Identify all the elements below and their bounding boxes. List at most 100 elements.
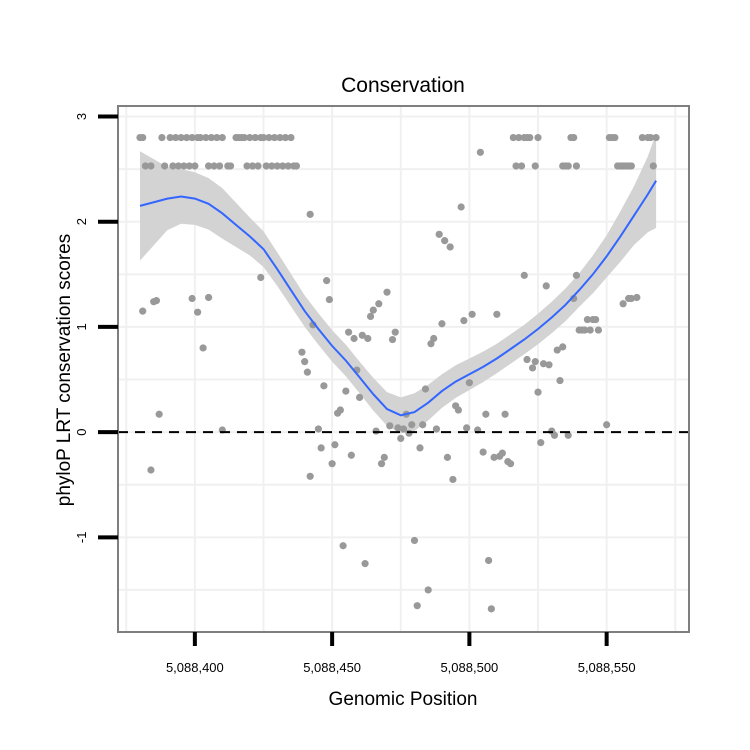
data-point	[276, 133, 284, 142]
data-point	[328, 460, 336, 468]
data-point	[139, 133, 147, 142]
data-point	[572, 162, 581, 170]
data-point	[531, 162, 539, 170]
data-point	[408, 421, 416, 429]
y-tick-label: 2	[74, 218, 89, 225]
data-point	[394, 424, 402, 432]
data-point	[177, 133, 185, 142]
x-axis-title: Genomic Position	[329, 689, 478, 710]
data-point	[141, 162, 150, 170]
data-point	[564, 162, 572, 170]
x-tick-label: 5,088,450	[303, 660, 361, 675]
y-axis-title: phyloP LRT conservation scores	[54, 234, 75, 507]
data-point	[314, 425, 322, 433]
data-point	[419, 421, 427, 429]
data-point	[364, 334, 372, 343]
data-point	[257, 273, 265, 282]
data-point	[204, 293, 213, 302]
data-point	[320, 382, 328, 390]
data-point	[218, 133, 226, 142]
data-point	[432, 425, 441, 433]
y-tick-label: -1	[74, 532, 89, 544]
data-point	[611, 133, 619, 142]
data-point	[306, 210, 314, 218]
plot-panel-border	[117, 105, 690, 633]
data-point	[369, 306, 377, 314]
data-point	[268, 162, 276, 170]
data-point	[202, 133, 210, 142]
data-point	[424, 586, 432, 594]
data-point	[254, 162, 262, 170]
data-point	[265, 133, 273, 142]
data-point	[306, 472, 314, 480]
grid-lines	[118, 106, 689, 632]
data-point	[399, 425, 408, 433]
data-point	[317, 444, 325, 452]
data-point	[553, 346, 561, 354]
data-point	[487, 605, 495, 613]
data-point	[498, 449, 506, 457]
data-point	[646, 133, 655, 142]
data-point	[246, 133, 254, 142]
data-point	[465, 379, 473, 387]
data-point	[476, 148, 484, 156]
data-point	[259, 133, 268, 142]
smooth-trend-line	[139, 180, 657, 417]
data-point	[375, 300, 383, 308]
data-point	[570, 133, 578, 142]
data-point	[520, 271, 528, 279]
data-point	[298, 348, 306, 356]
data-point	[592, 315, 600, 324]
data-point	[649, 162, 657, 170]
y-tick-label: 1	[74, 323, 89, 330]
data-point	[204, 162, 213, 170]
x-axis: 5,088,400 5,088,450 5,088,500 5,088,550	[166, 632, 636, 675]
data-point	[152, 297, 161, 305]
data-point	[413, 602, 421, 610]
data-point	[147, 466, 155, 474]
data-point	[172, 133, 180, 142]
data-point	[323, 277, 331, 285]
data-point	[240, 133, 248, 142]
data-point	[161, 162, 169, 170]
data-point	[446, 243, 454, 251]
data-point	[336, 406, 344, 414]
data-point	[342, 387, 350, 395]
data-point	[627, 162, 635, 170]
y-tick-label: 0	[74, 428, 89, 435]
data-point	[155, 410, 163, 418]
data-point	[416, 444, 424, 452]
data-point	[199, 344, 207, 352]
data-point	[166, 133, 174, 142]
y-axis: -1 0 1 2 3	[74, 113, 118, 543]
data-point	[185, 162, 193, 170]
data-point	[435, 230, 443, 238]
data-point	[158, 133, 166, 142]
data-point	[526, 133, 534, 142]
data-point	[479, 448, 487, 456]
data-point	[556, 376, 564, 385]
data-point	[438, 320, 446, 328]
data-point	[248, 162, 257, 170]
data-point	[301, 358, 309, 366]
data-point	[383, 288, 391, 296]
data-point	[243, 162, 251, 170]
data-point	[441, 237, 449, 245]
data-point	[449, 475, 457, 484]
data-point	[627, 294, 635, 303]
data-point	[262, 162, 270, 170]
data-point	[350, 334, 358, 343]
data-point	[215, 162, 224, 170]
data-point	[534, 133, 542, 142]
data-points	[136, 133, 660, 613]
data-point	[344, 328, 353, 336]
data-point	[213, 133, 221, 142]
data-point	[410, 536, 419, 545]
data-point	[463, 424, 471, 432]
data-point	[421, 385, 430, 393]
data-point	[638, 133, 646, 142]
data-point	[542, 282, 550, 290]
data-point	[512, 162, 520, 170]
data-point	[194, 308, 202, 316]
data-point	[430, 334, 438, 343]
